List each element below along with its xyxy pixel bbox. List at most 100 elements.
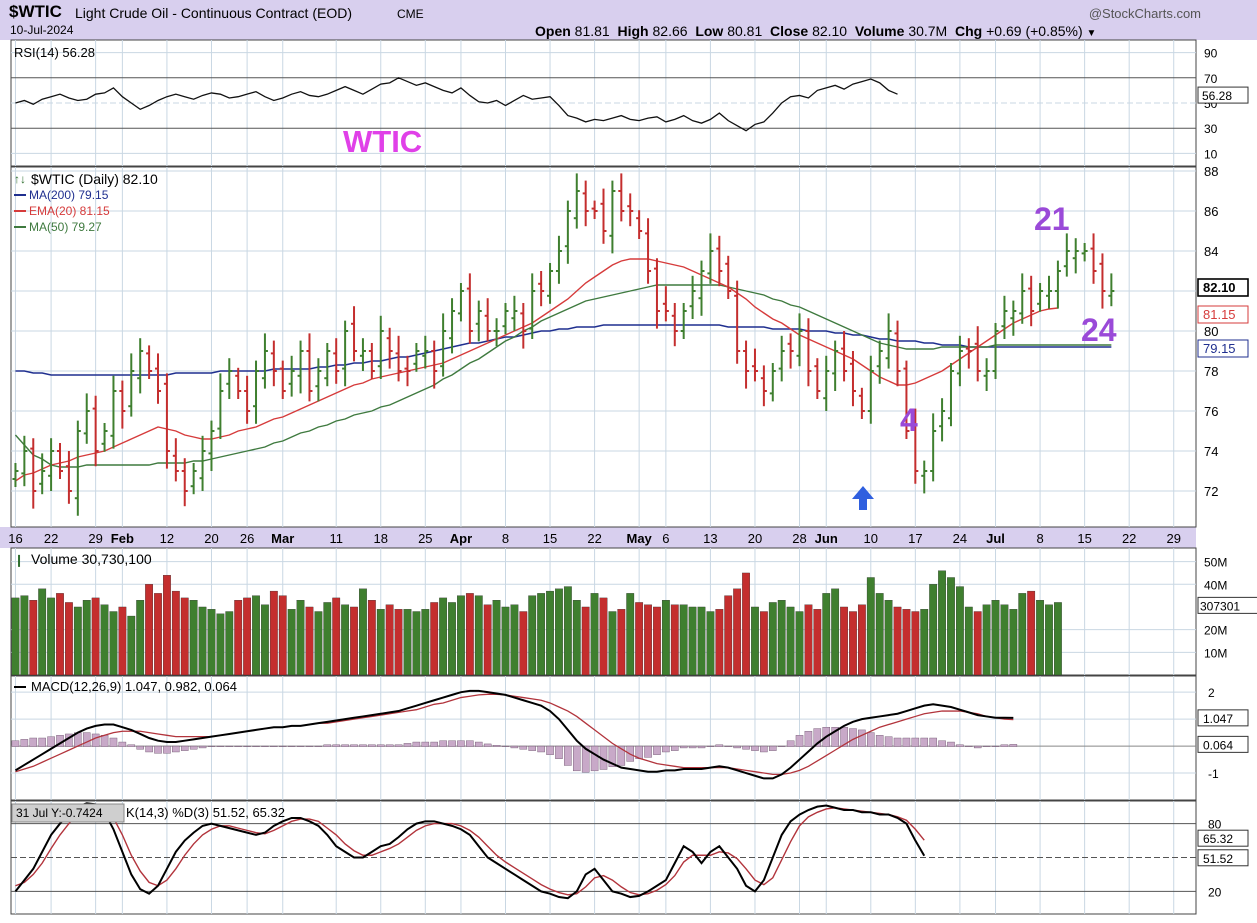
volume-title-icon: ❙ xyxy=(14,553,24,567)
macd-histogram-bar xyxy=(403,743,412,747)
volume-bar xyxy=(563,586,572,676)
volume-bar xyxy=(216,613,225,676)
volume-bar xyxy=(29,600,38,676)
volume-bar xyxy=(804,604,813,676)
macd-tick-2: 2 xyxy=(1208,686,1215,700)
volume-bar xyxy=(323,602,332,676)
volume-bar xyxy=(252,595,260,676)
exchange: CME xyxy=(397,7,424,21)
macd-histogram-bar xyxy=(483,743,492,747)
volume-bar xyxy=(964,606,973,676)
volume-bar xyxy=(341,604,350,676)
volume-bar xyxy=(1054,602,1062,676)
macd-histogram-bar xyxy=(154,745,162,754)
macd-histogram-bar xyxy=(270,745,278,747)
volume-bar xyxy=(519,611,528,676)
volume-bar xyxy=(688,606,697,676)
volume-bar xyxy=(376,609,385,676)
rsi-tick-30: 30 xyxy=(1204,122,1218,136)
volume-bar xyxy=(1045,604,1053,676)
dropdown-icon[interactable]: ▼ xyxy=(1086,28,1097,39)
macd-histogram-bar xyxy=(671,745,679,751)
y-axis-band xyxy=(1196,40,1257,918)
volume-bar xyxy=(849,611,857,676)
volume-bar xyxy=(501,606,510,676)
macd-histogram-bar xyxy=(688,745,697,749)
rsi-line xyxy=(15,77,898,132)
ema20-line xyxy=(15,258,1058,482)
volume-bar xyxy=(243,597,252,676)
rsi-tick-90: 90 xyxy=(1204,47,1218,61)
macd-histogram-bar xyxy=(510,745,519,749)
volume-bar xyxy=(91,597,100,676)
macd-histogram-bar xyxy=(225,745,234,747)
macd-histogram-bar xyxy=(706,745,715,747)
macd-histogram-bar xyxy=(243,745,251,747)
x-tick-16: 6 xyxy=(662,531,669,546)
macd-histogram-bar xyxy=(323,744,332,747)
x-tick-14: 22 xyxy=(587,531,601,546)
volume-bar xyxy=(555,588,563,676)
macd-histogram-bar xyxy=(412,741,421,747)
volume-bar xyxy=(82,600,91,676)
high-value: 82.66 xyxy=(652,23,688,39)
macd-histogram-bar xyxy=(679,745,688,749)
macd-histogram-bar xyxy=(180,745,189,751)
x-tick-8: 11 xyxy=(329,531,343,546)
macd-histogram-bar xyxy=(751,745,759,751)
high-label: High xyxy=(617,23,649,39)
macd-histogram-bar xyxy=(893,737,902,747)
macd-histogram-bar xyxy=(733,745,741,749)
macd-title: MACD(12,26,9) 1.047, 0.982, 0.064 xyxy=(31,679,237,694)
macd-histogram-bar xyxy=(938,740,946,747)
volume-bar xyxy=(154,593,162,676)
close-label: Close xyxy=(770,23,809,39)
chg-value: +0.69 (+0.85%) xyxy=(986,23,1083,39)
volume-bar xyxy=(537,593,546,676)
x-tick-23: 24 xyxy=(953,531,967,546)
volume-bar xyxy=(813,609,822,676)
macd-histogram-bar xyxy=(189,745,198,750)
macd-histogram-bar xyxy=(546,745,554,755)
volume-bar xyxy=(225,611,234,676)
macd-histogram-bar xyxy=(715,744,724,747)
macd-histogram-bar xyxy=(11,740,20,747)
volume-bar xyxy=(590,593,599,676)
macd-histogram-bar xyxy=(875,735,884,747)
price-title: $WTIC (Daily) 82.10 xyxy=(31,171,158,187)
low-value: 80.81 xyxy=(727,23,763,39)
volume-bar xyxy=(483,604,492,676)
volume-bar xyxy=(546,590,554,676)
volume-bar xyxy=(733,588,742,676)
price-title-icon: ↑↓ xyxy=(14,172,26,186)
volume-bar xyxy=(991,600,1000,676)
volume-bar xyxy=(385,604,394,676)
volume-bar xyxy=(421,609,430,676)
macd-tag-box-1 xyxy=(1197,735,1249,753)
volume-bar xyxy=(751,606,759,676)
price-tick-74: 74 xyxy=(1204,444,1218,459)
rsi-title: RSI(14) 56.28 xyxy=(14,45,95,60)
panel-frame-macd xyxy=(10,675,1197,801)
volume-bar xyxy=(305,606,314,676)
macd-histogram-bar xyxy=(261,745,269,747)
volume-bar xyxy=(742,572,750,676)
volume-bar xyxy=(367,600,376,676)
macd-histogram-bar xyxy=(573,745,581,772)
volume-label: Volume xyxy=(854,23,905,39)
price-tag-box-1 xyxy=(1197,305,1249,324)
sto-tag-1: 51.52 xyxy=(1203,852,1233,866)
wtic-annotation: WTIC xyxy=(343,124,422,159)
macd-histogram-bar xyxy=(439,740,447,747)
macd-histogram-bar xyxy=(100,735,109,747)
volume-title: Volume 30,730,100 xyxy=(31,551,152,567)
macd-histogram-bar xyxy=(831,727,839,747)
volume-bar xyxy=(572,600,581,676)
macd-histogram-bar xyxy=(109,737,118,747)
macd-histogram-bar xyxy=(840,727,848,747)
macd-histogram-bar xyxy=(421,741,430,747)
vol-tick-50M: 50M xyxy=(1204,556,1227,570)
volume-bar xyxy=(234,600,243,676)
volume-bar xyxy=(884,600,893,676)
macd-histogram-bar xyxy=(1000,744,1009,747)
